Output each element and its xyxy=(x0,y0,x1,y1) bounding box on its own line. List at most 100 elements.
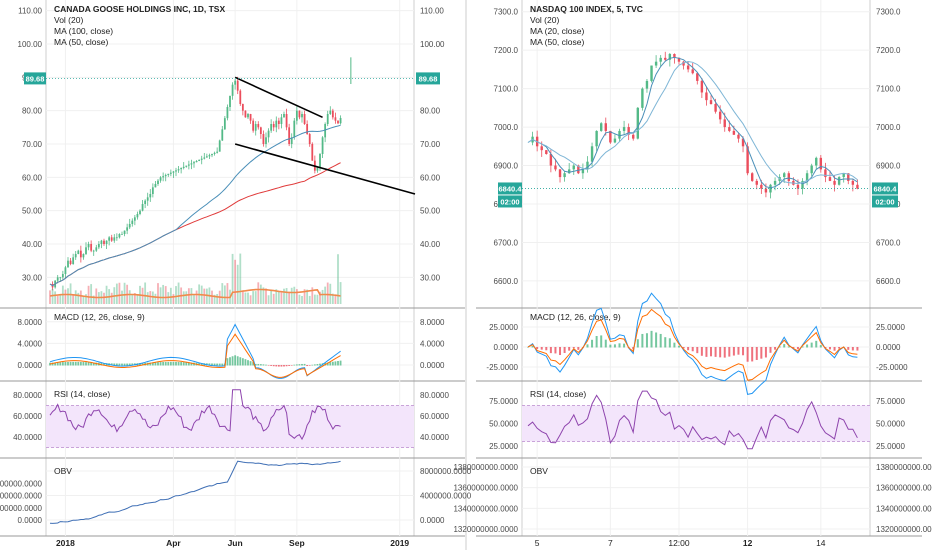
left-candle xyxy=(283,114,285,118)
left-macd-hist-bar xyxy=(87,362,90,366)
left-candle xyxy=(221,129,224,141)
left-macd-hist-bar xyxy=(249,361,252,366)
left-candle xyxy=(185,165,188,167)
left-volume-bar xyxy=(234,259,237,304)
left-macd-hist-bar xyxy=(329,362,332,366)
left-macd-signal-line xyxy=(49,333,341,378)
right-macd-y-tick-left: -25.0000 xyxy=(486,363,518,372)
left-main-y-tick-left: 100.00 xyxy=(18,40,43,49)
right-candle xyxy=(709,100,713,104)
left-volume-bar xyxy=(334,295,337,304)
left-macd-hist-bar xyxy=(151,362,154,366)
right-candle xyxy=(847,173,850,181)
right-candle xyxy=(677,57,681,62)
right-candle xyxy=(723,119,726,128)
right-macd-hist-bar xyxy=(732,347,735,356)
left-candle xyxy=(326,114,329,124)
right-macd-hist-bar xyxy=(824,347,827,349)
left-volume-bar xyxy=(64,289,67,304)
left-candle xyxy=(229,95,231,107)
left-candle xyxy=(236,80,239,91)
right-candle xyxy=(622,127,626,131)
right-candle xyxy=(750,173,754,181)
right-macd-hist-bar xyxy=(700,347,703,356)
left-macd-hist-bar xyxy=(154,362,157,366)
left-volume-bar xyxy=(244,292,247,304)
right-macd-hist-bar xyxy=(568,347,571,351)
right-candle xyxy=(636,107,640,139)
left-candle xyxy=(187,164,190,166)
right-candle xyxy=(805,173,809,181)
right-main-title-line: MA (50, close) xyxy=(530,37,584,47)
left-volume-bar xyxy=(265,288,267,304)
left-volume-bar xyxy=(275,289,278,304)
left-candle xyxy=(87,244,90,248)
left-candle xyxy=(329,110,332,114)
left-macd-hist-bar xyxy=(175,361,177,366)
right-macd-hist-bar xyxy=(833,347,836,351)
left-candle xyxy=(118,234,121,238)
left-volume-bar xyxy=(331,293,334,304)
right-x-tick: 12 xyxy=(743,538,753,548)
left-macd-hist-bar xyxy=(283,365,285,367)
left-main-y-tick-left: 50.00 xyxy=(22,207,43,216)
left-macd-y-tick-right: 8.0000 xyxy=(420,318,445,327)
right-macd-hist-bar xyxy=(815,340,818,348)
left-candle xyxy=(123,230,126,234)
left-candle xyxy=(90,244,93,251)
left-macd-hist-bar xyxy=(285,365,288,367)
left-macd-hist-bar xyxy=(270,365,273,366)
right-candle xyxy=(558,169,562,178)
left-macd-hist-bar xyxy=(259,364,262,366)
right-rsi-y-tick-right: 25.0000 xyxy=(876,442,905,451)
left-macd-hist-bar xyxy=(221,363,224,366)
left-macd-hist-bar xyxy=(226,358,229,366)
left-candle xyxy=(321,137,324,154)
right-macd-hist-bar xyxy=(604,339,607,348)
right-macd-hist-bar xyxy=(705,347,708,357)
left-candle xyxy=(175,170,177,172)
left-volume-bar xyxy=(51,288,54,304)
right-candle xyxy=(691,69,694,74)
left-candle xyxy=(319,154,321,168)
right-macd-hist-bar xyxy=(623,343,626,348)
left-candle xyxy=(277,120,280,124)
left-candle xyxy=(303,114,306,124)
left-macd-hist-bar xyxy=(157,362,159,366)
right-macd-hist-bar xyxy=(787,346,790,348)
left-candle xyxy=(151,187,154,194)
left-last-price-text-left: 89.68 xyxy=(26,74,45,83)
right-main-y-tick-left: 6900.0 xyxy=(494,162,519,171)
left-volume-bar xyxy=(267,295,270,304)
left-candle xyxy=(144,200,147,204)
left-volume-bar xyxy=(90,284,93,304)
left-macd-hist-bar xyxy=(72,361,75,366)
left-candle xyxy=(139,210,141,214)
left-macd-hist-bar xyxy=(213,363,216,366)
left-obv-y-tick-left: 2000000.0000 xyxy=(0,504,43,513)
left-macd-hist-bar xyxy=(92,362,95,366)
right-macd-hist-bar xyxy=(609,344,612,348)
left-candle xyxy=(77,250,80,254)
right-main-y-tick-right: 7100.0 xyxy=(876,85,901,94)
left-volume-bar xyxy=(157,283,159,304)
left-candle xyxy=(298,110,301,118)
left-macd-hist-bar xyxy=(110,363,113,366)
left-candle xyxy=(195,161,198,163)
left-volume-bar xyxy=(290,287,293,304)
left-candle xyxy=(334,117,337,121)
left-macd-hist-bar xyxy=(69,361,72,366)
left-macd-hist-bar xyxy=(295,364,298,366)
left-volume-bar xyxy=(151,291,154,304)
right-obv-y-tick-right: 1380000000.0000 xyxy=(876,463,932,472)
left-candle xyxy=(231,84,234,96)
right-candle xyxy=(824,169,827,178)
left-volume-bar xyxy=(252,291,255,304)
left-candle xyxy=(164,175,167,177)
left-volume-bar xyxy=(321,289,324,304)
left-x-tick: Sep xyxy=(289,538,305,548)
left-channel-lower-line xyxy=(234,143,416,195)
right-macd-hist-bar xyxy=(600,335,603,348)
left-main-y-tick-left: 30.00 xyxy=(22,273,43,282)
right-obv-y-tick-right: 1340000000.0000 xyxy=(876,504,932,513)
